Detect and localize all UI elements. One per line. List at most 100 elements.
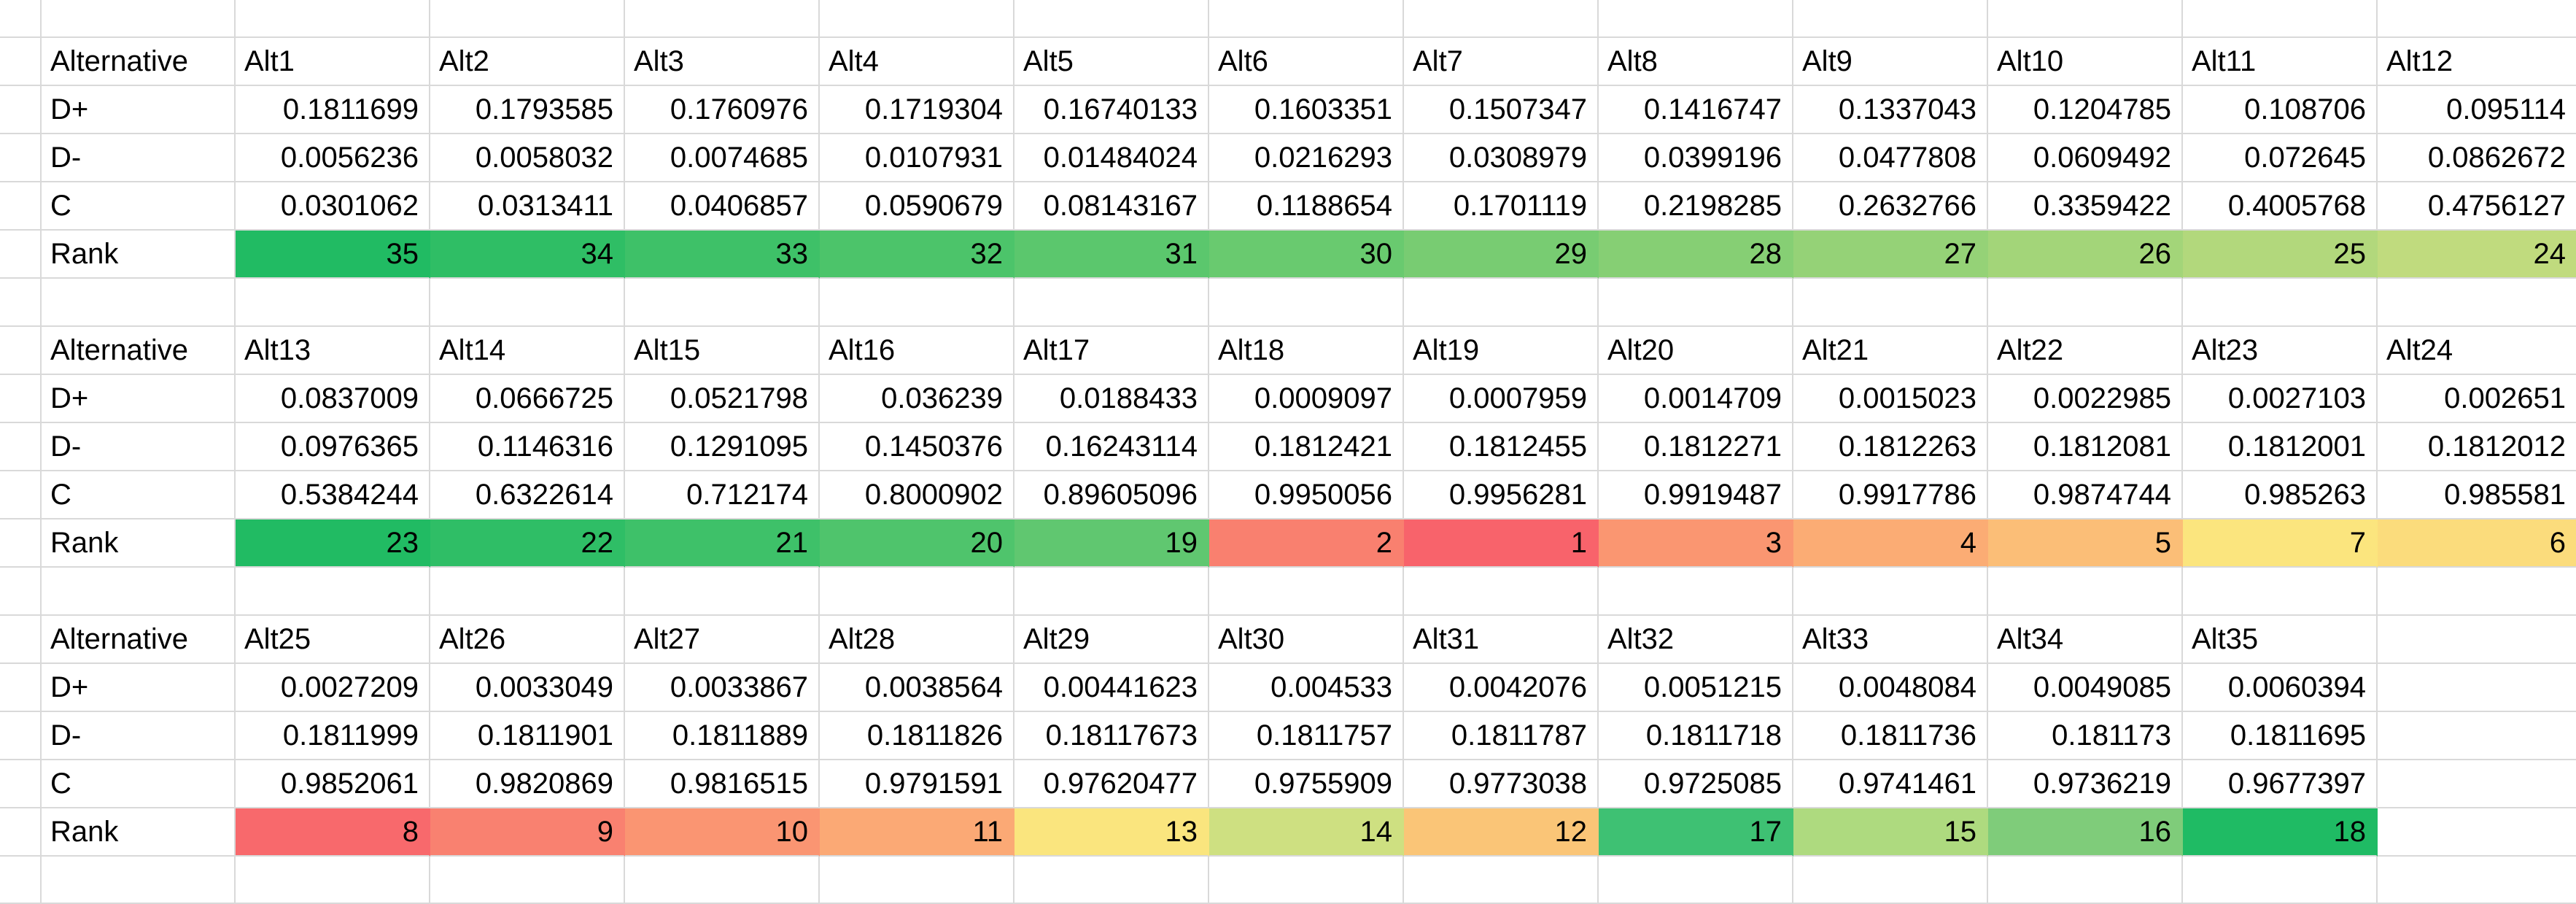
value-cell-dminus-alt23[interactable]: 0.1812001 (2183, 423, 2378, 471)
value-cell-dplus-alt1[interactable]: 0.1811699 (236, 86, 430, 134)
empty-cell[interactable] (2378, 712, 2576, 760)
rank-cell-alt7[interactable]: 29 (1404, 231, 1599, 279)
row-label-dminus[interactable]: D- (42, 712, 236, 760)
rank-cell-alt24[interactable]: 6 (2378, 519, 2576, 568)
rank-cell-alt30[interactable]: 14 (1209, 808, 1404, 857)
empty-cell[interactable] (1015, 0, 1209, 38)
empty-cell[interactable] (2183, 568, 2378, 616)
empty-cell[interactable] (1988, 568, 2183, 616)
value-cell-c-alt27[interactable]: 0.9816515 (625, 760, 820, 808)
value-cell-dplus-alt23[interactable]: 0.0027103 (2183, 375, 2378, 423)
empty-cell[interactable] (0, 327, 42, 375)
col-header-alt25[interactable]: Alt25 (236, 616, 430, 664)
col-header-alt8[interactable]: Alt8 (1599, 38, 1793, 86)
empty-cell[interactable] (236, 279, 430, 327)
empty-cell[interactable] (625, 857, 820, 904)
value-cell-dplus-alt4[interactable]: 0.1719304 (820, 86, 1015, 134)
value-cell-dplus-alt10[interactable]: 0.1204785 (1988, 86, 2183, 134)
value-cell-c-alt28[interactable]: 0.9791591 (820, 760, 1015, 808)
rank-cell-alt23[interactable]: 7 (2183, 519, 2378, 568)
empty-cell[interactable] (625, 568, 820, 616)
empty-cell[interactable] (625, 279, 820, 327)
value-cell-dminus-alt9[interactable]: 0.0477808 (1793, 134, 1988, 182)
rank-cell-alt15[interactable]: 21 (625, 519, 820, 568)
col-header-alt18[interactable]: Alt18 (1209, 327, 1404, 375)
col-header-alt30[interactable]: Alt30 (1209, 616, 1404, 664)
value-cell-c-alt13[interactable]: 0.5384244 (236, 471, 430, 519)
value-cell-dminus-alt31[interactable]: 0.1811787 (1404, 712, 1599, 760)
empty-cell[interactable] (2183, 0, 2378, 38)
rank-cell-alt26[interactable]: 9 (430, 808, 625, 857)
empty-cell[interactable] (0, 279, 42, 327)
empty-cell[interactable] (820, 279, 1015, 327)
value-cell-dplus-alt12[interactable]: 0.095114 (2378, 86, 2576, 134)
value-cell-c-alt22[interactable]: 0.9874744 (1988, 471, 2183, 519)
rank-cell-alt29[interactable]: 13 (1015, 808, 1209, 857)
value-cell-c-alt29[interactable]: 0.97620477 (1015, 760, 1209, 808)
col-header-alt5[interactable]: Alt5 (1015, 38, 1209, 86)
rank-cell-alt12[interactable]: 24 (2378, 231, 2576, 279)
col-header-alt23[interactable]: Alt23 (2183, 327, 2378, 375)
rank-cell-alt31[interactable]: 12 (1404, 808, 1599, 857)
value-cell-c-alt5[interactable]: 0.08143167 (1015, 182, 1209, 231)
empty-cell[interactable] (0, 760, 42, 808)
value-cell-c-alt32[interactable]: 0.9725085 (1599, 760, 1793, 808)
empty-cell[interactable] (1404, 279, 1599, 327)
value-cell-dplus-alt33[interactable]: 0.0048084 (1793, 664, 1988, 712)
value-cell-dminus-alt28[interactable]: 0.1811826 (820, 712, 1015, 760)
value-cell-dminus-alt19[interactable]: 0.1812455 (1404, 423, 1599, 471)
col-header-alt28[interactable]: Alt28 (820, 616, 1015, 664)
value-cell-dplus-alt17[interactable]: 0.0188433 (1015, 375, 1209, 423)
empty-cell[interactable] (1793, 857, 1988, 904)
empty-cell[interactable] (1988, 279, 2183, 327)
empty-cell[interactable] (0, 86, 42, 134)
row-label-dplus[interactable]: D+ (42, 664, 236, 712)
rank-cell-alt10[interactable]: 26 (1988, 231, 2183, 279)
empty-cell[interactable] (1988, 857, 2183, 904)
value-cell-dminus-alt13[interactable]: 0.0976365 (236, 423, 430, 471)
value-cell-dminus-alt1[interactable]: 0.0056236 (236, 134, 430, 182)
empty-cell[interactable] (2378, 808, 2576, 857)
col-header-alt34[interactable]: Alt34 (1988, 616, 2183, 664)
rank-cell-alt2[interactable]: 34 (430, 231, 625, 279)
empty-cell[interactable] (625, 0, 820, 38)
value-cell-c-alt33[interactable]: 0.9741461 (1793, 760, 1988, 808)
value-cell-dplus-alt31[interactable]: 0.0042076 (1404, 664, 1599, 712)
corner-header-cell[interactable]: Alternative (42, 616, 236, 664)
value-cell-c-alt31[interactable]: 0.9773038 (1404, 760, 1599, 808)
empty-cell[interactable] (0, 231, 42, 279)
row-label-rank[interactable]: Rank (42, 231, 236, 279)
value-cell-c-alt7[interactable]: 0.1701119 (1404, 182, 1599, 231)
value-cell-c-alt17[interactable]: 0.89605096 (1015, 471, 1209, 519)
value-cell-c-alt18[interactable]: 0.9950056 (1209, 471, 1404, 519)
empty-cell[interactable] (42, 279, 236, 327)
value-cell-dplus-alt25[interactable]: 0.0027209 (236, 664, 430, 712)
col-header-alt32[interactable]: Alt32 (1599, 616, 1793, 664)
empty-cell[interactable] (0, 664, 42, 712)
rank-cell-alt27[interactable]: 10 (625, 808, 820, 857)
col-header-alt26[interactable]: Alt26 (430, 616, 625, 664)
value-cell-dminus-alt10[interactable]: 0.0609492 (1988, 134, 2183, 182)
rank-cell-alt33[interactable]: 15 (1793, 808, 1988, 857)
empty-cell[interactable] (820, 0, 1015, 38)
value-cell-dplus-alt2[interactable]: 0.1793585 (430, 86, 625, 134)
col-header-alt16[interactable]: Alt16 (820, 327, 1015, 375)
empty-cell[interactable] (0, 423, 42, 471)
value-cell-dplus-alt24[interactable]: 0.002651 (2378, 375, 2576, 423)
empty-cell[interactable] (1209, 0, 1404, 38)
value-cell-dminus-alt2[interactable]: 0.0058032 (430, 134, 625, 182)
value-cell-dminus-alt7[interactable]: 0.0308979 (1404, 134, 1599, 182)
col-header-alt27[interactable]: Alt27 (625, 616, 820, 664)
rank-cell-alt34[interactable]: 16 (1988, 808, 2183, 857)
empty-cell[interactable] (430, 568, 625, 616)
value-cell-c-alt8[interactable]: 0.2198285 (1599, 182, 1793, 231)
row-label-dplus[interactable]: D+ (42, 86, 236, 134)
rank-cell-alt4[interactable]: 32 (820, 231, 1015, 279)
row-label-c[interactable]: C (42, 760, 236, 808)
col-header-alt35[interactable]: Alt35 (2183, 616, 2378, 664)
rank-cell-alt19[interactable]: 1 (1404, 519, 1599, 568)
col-header-alt19[interactable]: Alt19 (1404, 327, 1599, 375)
rank-cell-alt14[interactable]: 22 (430, 519, 625, 568)
empty-cell[interactable] (820, 568, 1015, 616)
corner-header-cell[interactable]: Alternative (42, 38, 236, 86)
